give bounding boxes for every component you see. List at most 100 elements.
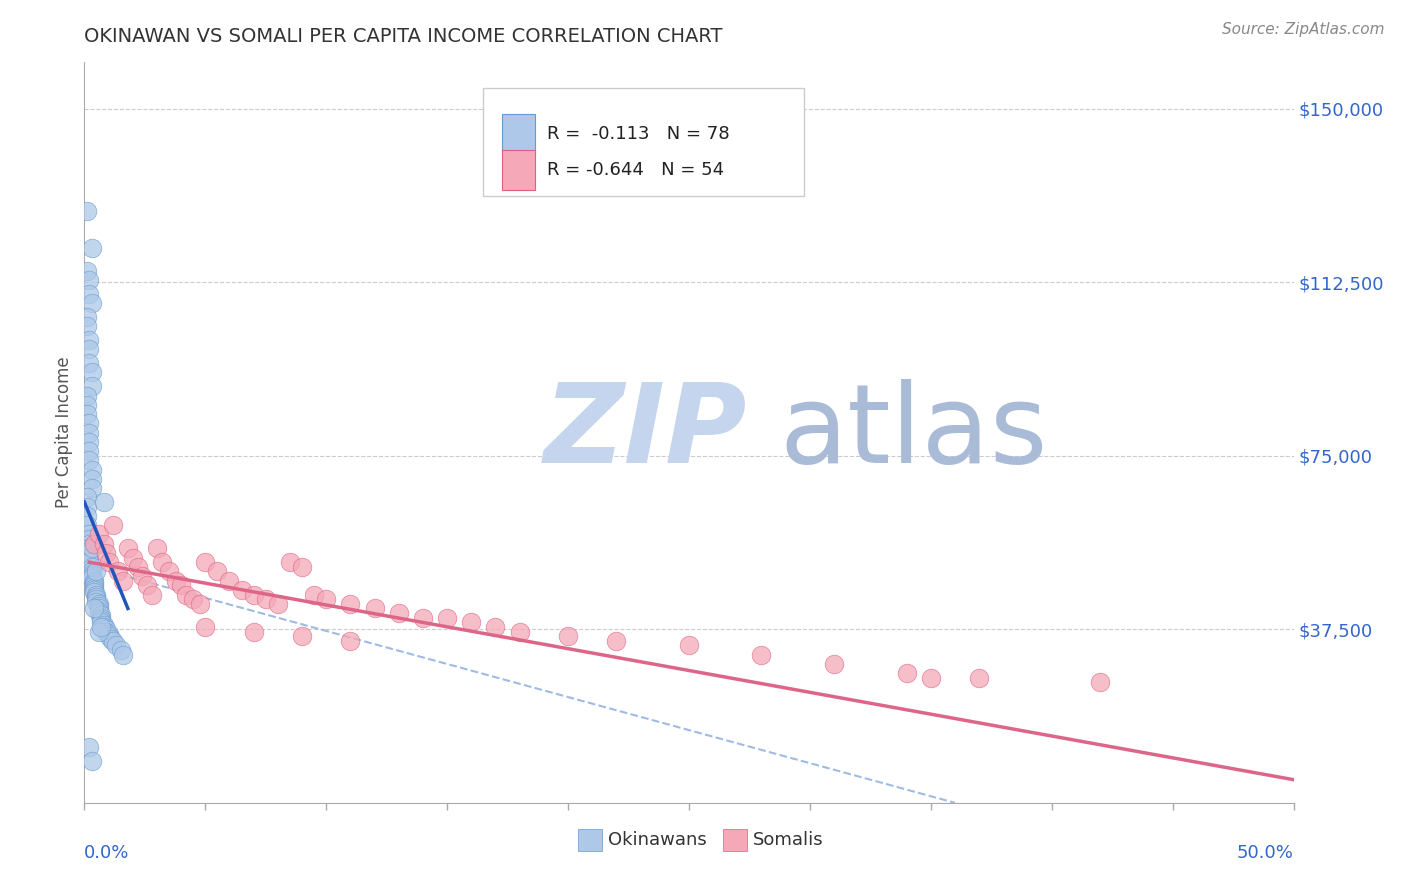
Point: [157, 565, 180, 579]
Point: [112, 574, 135, 588]
Point: [339, 633, 361, 648]
Point: [77, 417, 100, 431]
Point: [90, 620, 112, 634]
Point: [77, 333, 100, 347]
Point: [80, 541, 103, 556]
Point: [231, 582, 253, 597]
Point: [131, 569, 153, 583]
Point: [93, 536, 115, 550]
Point: [87, 624, 110, 639]
Point: [103, 633, 125, 648]
Point: [80, 472, 103, 486]
Point: [80, 379, 103, 393]
Point: [181, 592, 204, 607]
Point: [100, 632, 122, 646]
Point: [90, 610, 112, 624]
Bar: [578, 829, 602, 851]
Point: [254, 592, 277, 607]
Point: [77, 343, 100, 357]
Point: [90, 613, 112, 627]
Point: [509, 624, 531, 639]
Point: [76, 263, 98, 277]
FancyBboxPatch shape: [484, 88, 804, 195]
Point: [94, 624, 117, 639]
Point: [77, 425, 100, 440]
Point: [218, 574, 240, 588]
Point: [76, 310, 98, 324]
Point: [77, 555, 100, 569]
Point: [83, 578, 105, 592]
Bar: [502, 113, 536, 154]
Point: [83, 582, 105, 597]
Point: [76, 398, 98, 412]
Bar: [723, 829, 747, 851]
Point: [190, 597, 212, 611]
Text: R = -0.644   N = 54: R = -0.644 N = 54: [547, 161, 724, 179]
Point: [315, 592, 337, 607]
Point: [77, 740, 100, 755]
Point: [80, 481, 103, 495]
Point: [97, 627, 120, 641]
Point: [136, 578, 159, 592]
Point: [194, 620, 217, 634]
Point: [77, 434, 100, 449]
Text: OKINAWAN VS SOMALI PER CAPITA INCOME CORRELATION CHART: OKINAWAN VS SOMALI PER CAPITA INCOME COR…: [84, 27, 723, 45]
Point: [86, 590, 108, 604]
Point: [920, 671, 942, 685]
Point: [751, 648, 773, 662]
Point: [77, 453, 100, 467]
Point: [77, 536, 100, 550]
Bar: [502, 150, 536, 190]
Point: [436, 610, 458, 624]
Point: [93, 617, 115, 632]
Point: [165, 574, 187, 588]
Point: [90, 615, 112, 630]
Point: [77, 546, 100, 560]
Point: [107, 565, 129, 579]
Text: Okinawans: Okinawans: [607, 830, 707, 849]
Point: [83, 574, 105, 588]
Point: [77, 356, 100, 370]
Point: [80, 296, 103, 310]
Point: [146, 541, 169, 556]
Point: [823, 657, 845, 671]
Point: [76, 518, 98, 533]
Point: [83, 576, 105, 591]
Point: [94, 622, 117, 636]
Point: [110, 643, 132, 657]
Point: [194, 555, 217, 569]
Point: [170, 578, 193, 592]
Point: [93, 495, 115, 509]
Point: [80, 571, 103, 585]
Point: [76, 508, 98, 523]
Point: [77, 273, 100, 287]
Point: [605, 633, 627, 648]
Point: [76, 407, 98, 421]
Point: [103, 518, 125, 533]
Point: [80, 754, 103, 768]
Point: [242, 588, 264, 602]
Text: 50.0%: 50.0%: [1237, 844, 1294, 862]
Point: [278, 555, 301, 569]
Point: [104, 639, 127, 653]
Point: [94, 546, 117, 560]
Point: [86, 592, 108, 607]
Point: [77, 532, 100, 546]
Point: [363, 601, 385, 615]
Point: [127, 559, 149, 574]
Point: [678, 639, 700, 653]
Point: [117, 541, 139, 556]
Point: [76, 500, 98, 514]
Point: [87, 527, 110, 541]
Point: [86, 588, 108, 602]
Text: atlas: atlas: [780, 379, 1047, 486]
Point: [291, 559, 314, 574]
Point: [76, 319, 98, 334]
Point: [87, 604, 110, 618]
Point: [174, 588, 197, 602]
Text: R =  -0.113   N = 78: R = -0.113 N = 78: [547, 125, 730, 143]
Point: [80, 565, 103, 579]
Point: [97, 555, 120, 569]
Point: [141, 588, 163, 602]
Point: [90, 608, 112, 623]
